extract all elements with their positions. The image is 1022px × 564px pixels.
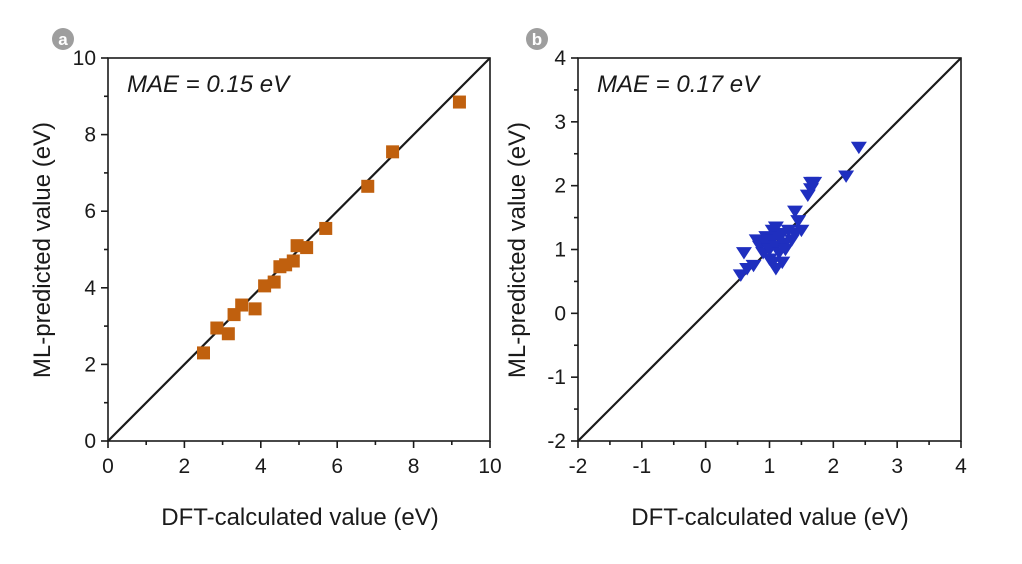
panel-b-x-tick-label: -1 — [632, 455, 651, 478]
panel-b: b -2 -1 0 1 2 3 4 -2 -1 0 1 2 3 4 MAE = 0.17 eV DFT-c… — [504, 28, 967, 531]
panel-a-tick-labels: 0 2 4 6 8 10 0 2 4 6 8 10 — [73, 47, 502, 478]
panel-b-x-tick-label: -2 — [569, 455, 588, 478]
panel-b-data-point — [777, 243, 794, 257]
panel-a-data-point — [210, 321, 224, 335]
panel-b-data-point — [732, 269, 749, 282]
panel-a-x-tick-label: 10 — [478, 455, 501, 478]
panel-b-data-point — [767, 240, 784, 254]
panel-a-y-tick-label: 0 — [84, 430, 96, 453]
panel-b-y-axis-label: ML-predicted value (eV) — [504, 122, 531, 378]
panel-a-y-axis-label: ML-predicted value (eV) — [29, 122, 56, 378]
panel-a-y-tick-label: 4 — [84, 277, 96, 300]
panel-b-data-point — [758, 231, 775, 244]
panel-b-x-tick-label: 4 — [955, 455, 967, 478]
panel-a-x-tick-label: 8 — [408, 455, 420, 478]
panel-b-y-tick-label: 0 — [554, 302, 566, 325]
panel-a-badge — [52, 28, 74, 50]
panel-b-data-point — [790, 215, 807, 228]
panel-a-x-axis-label: DFT-calculated value (eV) — [161, 504, 438, 531]
panel-b-y-tick-label: 4 — [554, 47, 566, 70]
panel-b-points — [732, 141, 867, 282]
panel-a-x-tick-label: 6 — [331, 455, 343, 478]
panel-a-frame — [107, 57, 491, 442]
panel-a: a 0 2 4 6 8 10 0 2 4 6 8 10 MAE = 0.15 eV DFT-calcu… — [29, 28, 502, 531]
panel-a-x-tick-label: 0 — [102, 455, 114, 478]
panel-a-points — [197, 95, 466, 360]
panel-b-y-tick-label: 2 — [554, 175, 566, 198]
panel-a-letter: a — [58, 30, 68, 49]
panel-a-data-point — [221, 327, 235, 341]
panel-b-data-point — [745, 259, 762, 273]
panel-a-data-point — [300, 241, 314, 255]
panel-b-y-tick-label: -2 — [547, 430, 566, 453]
panel-b-data-point — [780, 224, 797, 238]
panel-a-y-tick-label: 2 — [84, 353, 96, 376]
panel-b-y-tick-label: 1 — [554, 239, 566, 262]
panel-b-tick-labels: -2 -1 0 1 2 3 4 -2 -1 0 1 2 3 4 — [547, 47, 967, 478]
panel-b-data-point — [850, 141, 867, 155]
panel-b-data-point — [735, 247, 752, 260]
panel-a-data-point — [197, 346, 210, 360]
panel-a-x-tick-label: 4 — [255, 455, 267, 478]
panel-a-y-tick-label: 10 — [73, 47, 96, 70]
panel-a-data-point — [267, 275, 281, 289]
panel-b-data-point — [787, 205, 804, 218]
panel-b-x-tick-label: 2 — [827, 455, 839, 478]
panel-a-data-point — [286, 254, 300, 268]
panel-b-x-tick-label: 3 — [891, 455, 903, 478]
panel-a-data-point — [452, 95, 466, 109]
panel-b-x-tick-label: 1 — [764, 455, 776, 478]
panel-b-data-point — [774, 256, 791, 270]
panel-a-ticks — [101, 57, 491, 448]
panel-b-x-tick-label: 0 — [700, 455, 712, 478]
panel-a-y-tick-label: 6 — [84, 200, 96, 223]
panel-b-data-point — [838, 170, 855, 183]
panel-a-mae: MAE = 0.15 eV — [127, 71, 291, 98]
panel-b-x-axis-label: DFT-calculated value (eV) — [631, 504, 908, 531]
panel-b-badge — [526, 28, 548, 50]
panel-b-frame — [577, 57, 962, 442]
panel-a-data-point — [319, 221, 333, 235]
panel-b-y-tick-label: 3 — [554, 111, 566, 134]
panel-b-data-point — [767, 221, 784, 234]
panel-b-data-point — [806, 176, 823, 190]
panel-b-data-point — [748, 234, 765, 247]
panel-a-data-point — [248, 302, 262, 316]
panel-b-data-point — [793, 224, 810, 238]
panel-b-y-tick-label: -1 — [547, 366, 566, 389]
panel-b-mae: MAE = 0.17 eV — [597, 71, 761, 98]
panel-a-data-point — [386, 145, 400, 159]
panel-a-y-tick-label: 8 — [84, 124, 96, 147]
panel-a-x-tick-label: 2 — [179, 455, 191, 478]
panel-a-data-point — [361, 179, 375, 193]
panel-b-data-point — [767, 263, 784, 276]
panel-b-letter: b — [532, 30, 542, 49]
panel-a-data-point — [235, 298, 249, 312]
